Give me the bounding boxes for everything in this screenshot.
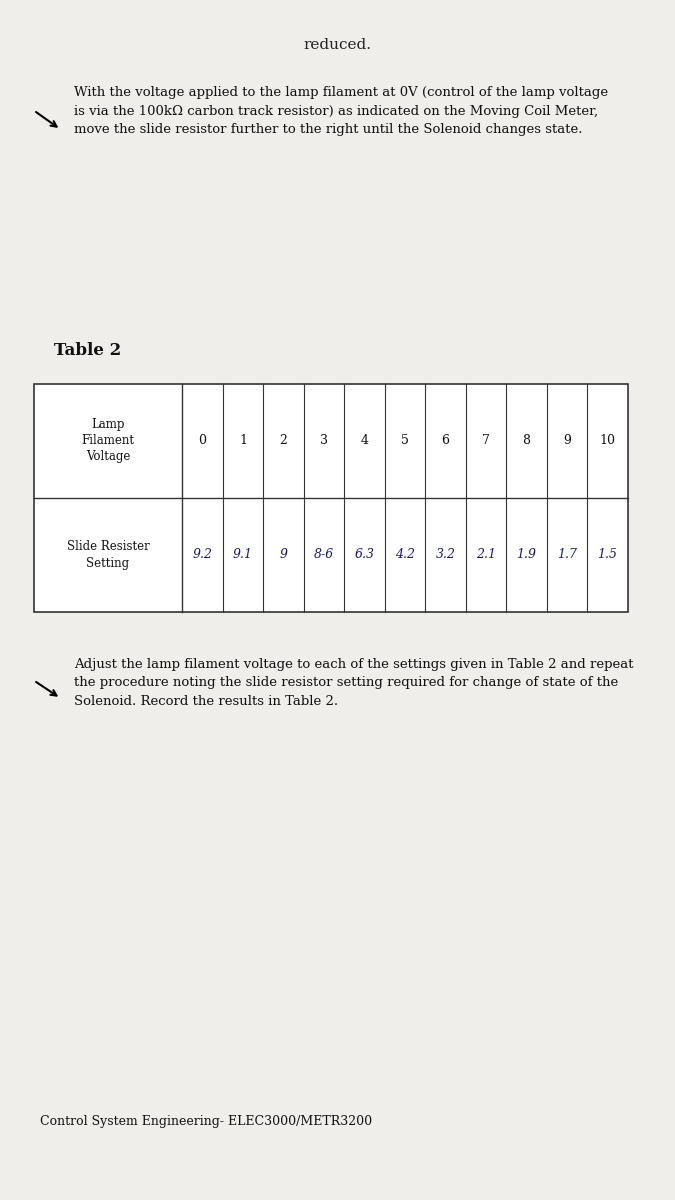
Text: reduced.: reduced. bbox=[304, 38, 371, 53]
Bar bbox=[34, 384, 628, 612]
Text: Slide Resister
Setting: Slide Resister Setting bbox=[67, 540, 149, 570]
Text: 3.2: 3.2 bbox=[435, 548, 456, 562]
Text: 4: 4 bbox=[360, 434, 369, 448]
Text: 1.7: 1.7 bbox=[557, 548, 577, 562]
Text: Table 2: Table 2 bbox=[54, 342, 122, 359]
Text: 6: 6 bbox=[441, 434, 450, 448]
Text: 7: 7 bbox=[482, 434, 490, 448]
Text: 1.5: 1.5 bbox=[597, 548, 618, 562]
Text: 1: 1 bbox=[239, 434, 247, 448]
Text: Lamp
Filament
Voltage: Lamp Filament Voltage bbox=[82, 419, 134, 463]
Text: Control System Engineering- ELEC3000/METR3200: Control System Engineering- ELEC3000/MET… bbox=[40, 1115, 373, 1128]
Text: 9.1: 9.1 bbox=[233, 548, 253, 562]
Text: 8-6: 8-6 bbox=[314, 548, 334, 562]
Text: 8: 8 bbox=[522, 434, 531, 448]
Text: 4.2: 4.2 bbox=[395, 548, 415, 562]
Text: 1.9: 1.9 bbox=[516, 548, 537, 562]
Text: With the voltage applied to the lamp filament at 0V (control of the lamp voltage: With the voltage applied to the lamp fil… bbox=[74, 86, 608, 137]
Text: 9: 9 bbox=[279, 548, 288, 562]
Text: 10: 10 bbox=[599, 434, 616, 448]
Text: 2: 2 bbox=[279, 434, 288, 448]
Text: 5: 5 bbox=[401, 434, 409, 448]
Text: 6.3: 6.3 bbox=[354, 548, 375, 562]
Text: 3: 3 bbox=[320, 434, 328, 448]
Text: Adjust the lamp filament voltage to each of the settings given in Table 2 and re: Adjust the lamp filament voltage to each… bbox=[74, 658, 634, 708]
Text: 2.1: 2.1 bbox=[476, 548, 496, 562]
Text: 0: 0 bbox=[198, 434, 207, 448]
Text: 9.2: 9.2 bbox=[192, 548, 213, 562]
Text: 9: 9 bbox=[563, 434, 571, 448]
